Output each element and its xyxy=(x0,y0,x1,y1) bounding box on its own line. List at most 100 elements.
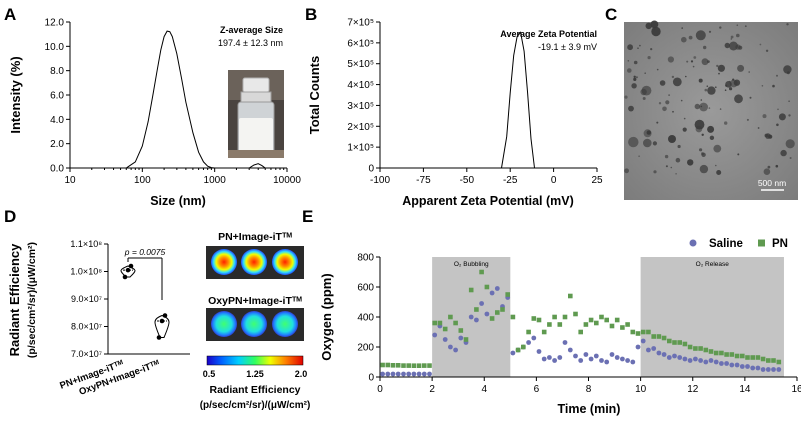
chart-e-point-pn xyxy=(531,316,537,321)
tem-particle xyxy=(700,105,703,108)
chart-e-point-saline xyxy=(484,311,490,317)
chart-e-x-tick-label: 2 xyxy=(429,384,435,395)
chart-e-point-pn xyxy=(750,355,755,360)
tem-scale-label: 500 nm xyxy=(758,178,786,188)
chart-e-point-pn xyxy=(719,350,724,356)
tem-particle xyxy=(695,125,703,133)
chart-e-region-label: O₂ Bubbling xyxy=(454,261,489,268)
chart-b-y-tick-label: 1×10⁵ xyxy=(347,143,374,154)
tem-particle xyxy=(761,85,764,87)
tem-particle xyxy=(736,24,739,27)
tem-particle xyxy=(704,88,708,92)
legend-saline-label: Saline xyxy=(709,238,743,250)
chart-e-point-pn xyxy=(495,310,500,315)
chart-e-point-saline xyxy=(573,353,578,359)
chart-e-point-pn xyxy=(521,344,526,350)
tem-particle xyxy=(681,36,687,43)
tem-particle xyxy=(708,30,712,33)
chart-d-point xyxy=(122,274,128,280)
tem-particle xyxy=(675,173,677,175)
tem-particle xyxy=(763,168,771,175)
tem-particle xyxy=(717,64,726,72)
tem-particle xyxy=(672,110,674,113)
chart-a-y-tick-label: 12.0 xyxy=(45,18,65,29)
chart-e-point-pn xyxy=(442,326,448,332)
chart-e-point-pn xyxy=(724,352,729,357)
chart-e-point-saline xyxy=(494,286,500,291)
chart-b-y-tick-label: 7×10⁵ xyxy=(347,18,374,29)
tem-particle xyxy=(624,95,628,99)
tem-particle xyxy=(789,157,792,159)
chart-e-point-saline xyxy=(458,335,464,341)
chart-e-point-saline xyxy=(760,367,766,372)
chart-e-point-saline xyxy=(771,367,776,372)
chart-e-point-saline xyxy=(630,359,636,365)
tem-particle xyxy=(715,86,717,88)
chart-e-point-pn xyxy=(416,363,422,368)
chart-e-point-pn xyxy=(505,292,510,297)
chart-e-point-saline xyxy=(724,361,729,366)
tem-particle xyxy=(688,35,693,40)
chart-e-point-saline xyxy=(578,358,584,363)
chart-b-x-tick-label: -100 xyxy=(370,175,390,186)
chart-e-point-pn xyxy=(734,353,740,359)
chart-e-point-pn xyxy=(604,317,609,323)
chart-e-point-pn xyxy=(568,293,573,299)
tem-particle xyxy=(706,85,709,87)
tem-particle xyxy=(651,26,661,37)
tem-particle xyxy=(680,99,683,102)
tem-particle xyxy=(746,118,749,121)
tem-particle xyxy=(668,94,670,96)
chart-e-point-saline xyxy=(734,362,740,368)
tem-particle xyxy=(667,56,675,63)
tem-particle xyxy=(749,96,752,99)
chart-e-point-pn xyxy=(458,328,464,333)
chart-e-point-saline xyxy=(547,355,552,360)
chart-e-point-pn xyxy=(682,341,688,347)
tem-particle xyxy=(643,138,652,148)
chart-e-point-saline xyxy=(411,371,417,377)
chart-e-point-pn xyxy=(547,322,552,327)
tem-particle xyxy=(734,94,743,104)
chart-e-point-saline xyxy=(552,358,557,363)
chart-b-x-tick-label: -25 xyxy=(503,175,518,186)
tem-particle xyxy=(737,64,745,72)
tem-particle xyxy=(724,42,730,49)
chart-e-point-pn xyxy=(489,316,495,321)
chart-e-point-pn xyxy=(453,320,458,326)
chart-b-y-tick-label: 6×10⁵ xyxy=(347,38,374,49)
chart-e-point-pn xyxy=(484,284,490,290)
chart-a-y-tick-label: 6.0 xyxy=(50,91,64,102)
chart-e-point-saline xyxy=(432,332,438,338)
tem-particle xyxy=(681,27,683,29)
chart-e-point-saline xyxy=(526,340,531,345)
chart-d-point xyxy=(125,267,131,273)
tem-particle xyxy=(785,139,795,149)
chart-b-y-tick-label: 4×10⁵ xyxy=(347,80,374,91)
chart-e-point-pn xyxy=(515,347,521,353)
chart-e-point-saline xyxy=(739,364,745,369)
chart-d-y-label: Radiant Efficiency xyxy=(7,243,22,356)
chart-e-point-saline xyxy=(401,371,406,377)
chart-e-point-pn xyxy=(713,350,719,356)
tem-particle xyxy=(729,87,733,91)
tem-particle xyxy=(665,165,668,168)
tem-particle xyxy=(633,60,638,65)
chart-e-point-saline xyxy=(745,364,750,369)
tem-particle xyxy=(778,113,786,121)
chart-e-x-label: Time (min) xyxy=(558,402,621,416)
chart-e-point-pn xyxy=(703,347,709,353)
chart-e-point-pn xyxy=(536,317,542,323)
tem-particle xyxy=(776,74,778,77)
chart-e-point-saline xyxy=(390,371,396,377)
tem-particle xyxy=(719,108,722,110)
chart-e-point-pn xyxy=(599,314,604,320)
chart-e-point-saline xyxy=(677,355,683,360)
panel-label-e: E xyxy=(302,207,313,226)
well-oxypn-3 xyxy=(272,311,298,337)
tem-particle xyxy=(765,133,771,139)
legend-pn-marker xyxy=(758,239,765,247)
chart-e-y-label: Oxygen (ppm) xyxy=(319,273,334,360)
chart-a-y-tick-label: 4.0 xyxy=(50,115,64,126)
